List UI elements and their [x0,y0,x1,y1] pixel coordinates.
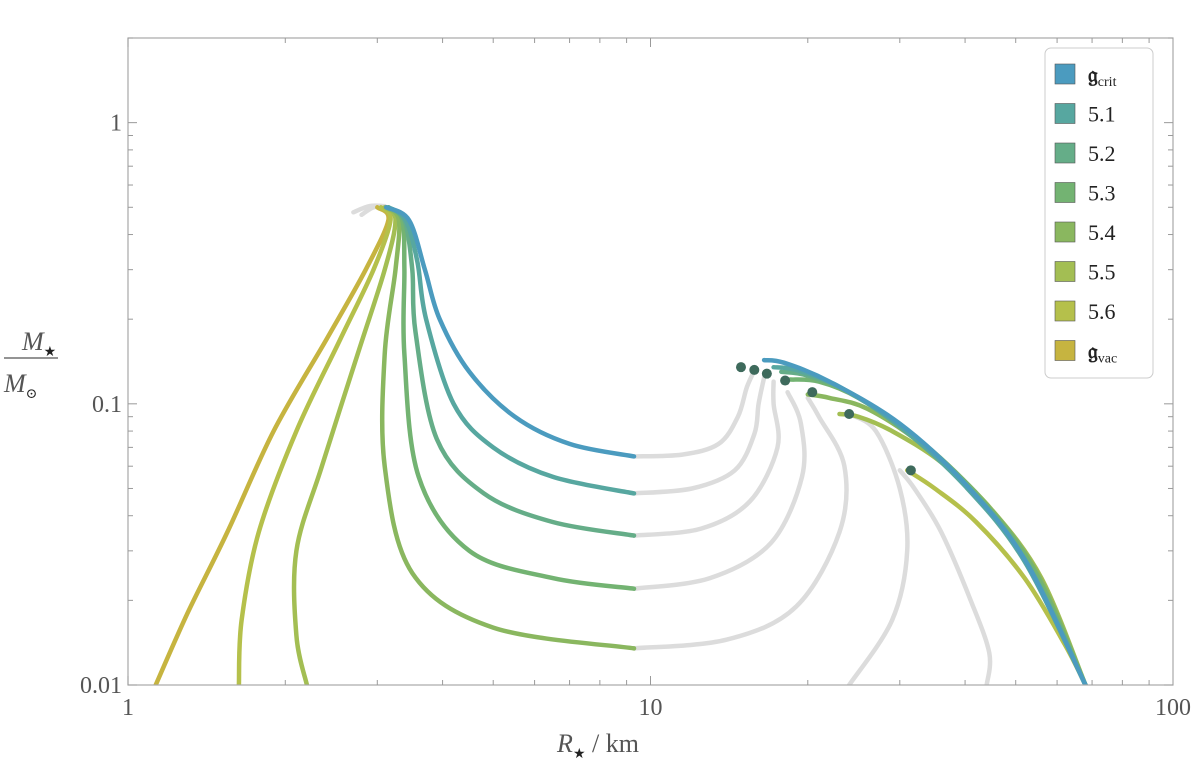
series-0-unstable-branch [631,365,758,459]
series-5-stable-left [291,205,398,685]
series-3-stable-right [787,377,1088,685]
series-6-unstable-branch [897,468,993,685]
markers-layer [735,362,916,476]
legend: 𝔤crit 5.1 5.2 5.3 5.4 5.5 5.6 𝔤vac [1044,47,1154,379]
series-3-stable-left [386,205,637,591]
series-1-unstable-branch [631,375,767,496]
x-tick-label-2: 100 [1155,695,1191,721]
legend-swatch-6 [1054,300,1076,322]
legend-swatch-4 [1054,221,1076,243]
svg-text:M⊙: M⊙ [3,369,37,402]
series-2-unstable-branch [631,379,781,538]
series-4-stable-left [379,205,637,651]
legend-swatch-0 [1054,63,1076,85]
y-axis-label: M★ M⊙ [3,327,58,402]
series-2-stable-left [386,205,637,538]
series-1-marker [749,364,760,375]
series-6-marker [905,465,916,476]
legend-label-3: 5.3 [1088,181,1116,206]
y-label-numerator: M [21,327,45,356]
series-4-unstable-branch [631,395,849,651]
y-label-denominator: M [3,369,27,398]
series-6-stable-left [236,205,393,685]
x-axis-label: R★ / km [556,729,639,762]
legend-swatch-3 [1054,182,1076,203]
series-4-marker [807,387,818,398]
series-5-marker [844,409,855,420]
series-0-stable-left [383,205,637,459]
series-2-marker [761,368,772,379]
x-tick-label-0: 1 [122,695,134,721]
legend-label-6: 5.6 [1088,299,1116,324]
legend-label-4: 5.4 [1088,220,1116,245]
legend-swatch-5 [1054,261,1076,282]
series-7-stable-left [153,205,391,685]
series-1-stable-left [386,205,637,496]
legend-label-2: 5.2 [1088,141,1116,166]
ticks-layer: 1 10 100 0.01 0.1 1 [80,37,1191,721]
series-6-stable-right [904,468,1088,685]
svg-text:M★: M★ [21,327,56,360]
legend-swatch-1 [1054,103,1076,124]
legend-swatch-7 [1054,340,1076,361]
y-tick-label-0: 0.01 [80,673,122,699]
legend-label-1: 5.1 [1088,102,1116,127]
legend-label-0: 𝔤crit [1088,62,1117,90]
series-2-stable-right [779,369,1088,685]
series-0-marker [735,362,746,373]
legend-label-5: 5.5 [1088,260,1116,285]
series-0-stable-right [761,357,1088,685]
curves-layer [153,203,1088,685]
series-5-unstable-branch [846,411,910,685]
x-tick-label-1: 10 [639,695,663,721]
series-3-marker [780,375,791,386]
legend-box [1044,47,1154,379]
series-3-unstable-branch [631,389,807,591]
y-tick-label-2: 1 [110,111,122,137]
y-tick-label-1: 0.1 [92,392,122,418]
legend-swatch-2 [1054,142,1076,164]
legend-label-7: 𝔤vac [1088,339,1117,367]
